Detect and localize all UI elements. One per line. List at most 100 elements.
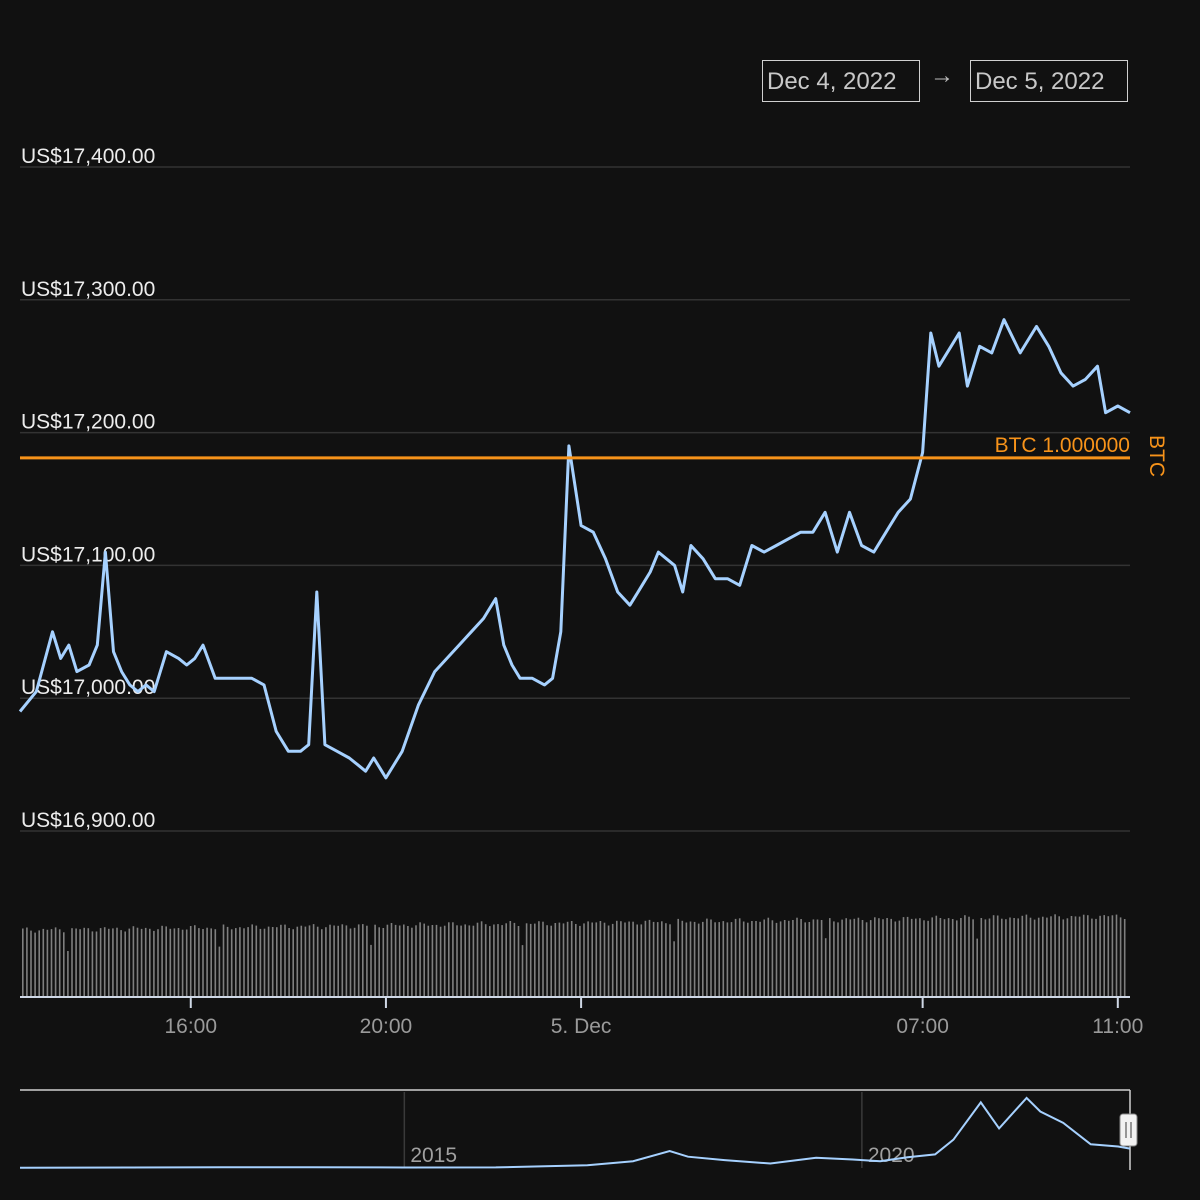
volume-bar: [570, 921, 573, 996]
range-to-input[interactable]: Dec 5, 2022: [970, 60, 1128, 102]
volume-bar: [198, 928, 200, 996]
volume-bar: [517, 926, 520, 996]
volume-bar: [353, 927, 356, 996]
volume-bar: [910, 918, 913, 996]
volume-bar: [173, 928, 176, 996]
volume-bar: [267, 926, 270, 996]
volume-bar: [71, 928, 73, 996]
x-tick-label: 20:00: [360, 1015, 413, 1038]
volume-bar: [144, 927, 147, 996]
volume-bar: [915, 918, 917, 996]
volume-bar: [357, 924, 360, 996]
volume-bar: [611, 923, 614, 996]
volume-bar: [1046, 917, 1048, 996]
navigator-tick-label: 2015: [410, 1144, 457, 1167]
volume-bar: [1115, 914, 1118, 996]
volume-bar: [968, 916, 970, 996]
volume-bar: [407, 926, 409, 996]
range-from-input[interactable]: Dec 4, 2022: [762, 60, 920, 102]
volume-bar: [878, 918, 880, 996]
volume-bar: [239, 927, 241, 996]
volume-bar: [362, 924, 364, 996]
volume-bar: [116, 927, 118, 996]
volume-bar: [1050, 916, 1052, 996]
volume-bar: [497, 924, 499, 996]
volume-bar: [759, 921, 761, 996]
volume-bar: [837, 922, 839, 996]
range-arrow: →: [930, 62, 954, 89]
volume-bar: [214, 929, 217, 996]
volume-bar: [1033, 919, 1036, 996]
volume-bar: [1025, 914, 1028, 996]
navigator[interactable]: 2015 2020: [19, 1089, 1138, 1170]
volume-bar: [820, 920, 823, 996]
volume-bar: [103, 927, 106, 996]
volume-bar: [304, 926, 307, 996]
volume-bar: [812, 919, 815, 996]
y-axis-labels: US$17,400.00 US$17,300.00 US$17,200.00 US$1…: [21, 145, 155, 832]
volume-bar: [276, 927, 278, 996]
volume-bar: [632, 921, 634, 996]
volume-bar: [501, 925, 503, 996]
volume-bar: [1070, 916, 1073, 996]
volume-bar: [730, 922, 733, 996]
volume-bar: [296, 926, 299, 996]
volume-bar: [456, 925, 458, 996]
volume-bar: [411, 927, 413, 996]
volume-bar: [42, 928, 45, 996]
volume-bar: [648, 919, 651, 996]
volume-bar: [857, 917, 860, 996]
x-tick-label: 5. Dec: [551, 1015, 612, 1038]
volume-bar: [1001, 918, 1003, 996]
volume-bar: [439, 926, 442, 996]
volume-bar: [722, 921, 725, 996]
volume-bar: [50, 929, 53, 996]
volume-bar: [710, 919, 712, 996]
volume-bar: [288, 928, 290, 996]
volume-bar: [656, 922, 659, 996]
y-tick-label: US$17,200.00: [21, 411, 155, 434]
volume-bar: [1058, 916, 1060, 996]
volume-bar: [849, 919, 852, 996]
volume-bar: [202, 929, 204, 996]
volume-bar: [525, 923, 528, 996]
volume-bar: [960, 918, 962, 996]
volume-bars: [22, 914, 1126, 996]
volume-bar: [718, 922, 720, 996]
volume-bar: [489, 926, 491, 996]
volume-bar: [587, 921, 589, 996]
volume-bar: [26, 927, 28, 996]
volume-bar: [403, 924, 405, 996]
volume-bar: [869, 920, 872, 996]
volume-bar: [321, 929, 323, 996]
volume-bar: [661, 921, 663, 996]
volume-bar: [652, 921, 655, 996]
volume-bar: [841, 919, 843, 996]
volume-bar: [382, 928, 385, 996]
volume-bar: [644, 920, 647, 996]
volume-bar: [771, 920, 774, 996]
volume-bar: [689, 921, 692, 996]
volume-bar: [349, 928, 352, 996]
btc-axis-title: BTC: [1145, 435, 1168, 477]
volume-bar: [34, 932, 36, 996]
volume-bar: [603, 922, 606, 996]
y-tick-label: US$17,000.00: [21, 676, 155, 699]
volume-bar: [128, 928, 131, 996]
volume-bar: [534, 923, 536, 996]
volume-bar: [99, 928, 102, 996]
volume-bar: [370, 944, 372, 996]
volume-bar: [853, 918, 856, 996]
navigator-handle[interactable]: [1119, 1113, 1138, 1147]
volume-bar: [480, 921, 483, 996]
volume-bar: [132, 926, 135, 996]
volume-bar: [1074, 916, 1077, 996]
volume-bar: [1103, 915, 1105, 996]
volume-bar: [394, 924, 397, 996]
volume-bar: [865, 922, 868, 996]
volume-bar: [329, 924, 331, 996]
volume-bar: [702, 921, 704, 996]
volume-bar: [558, 922, 561, 996]
volume-bar: [636, 924, 638, 996]
grid-lines: [20, 166, 1130, 832]
